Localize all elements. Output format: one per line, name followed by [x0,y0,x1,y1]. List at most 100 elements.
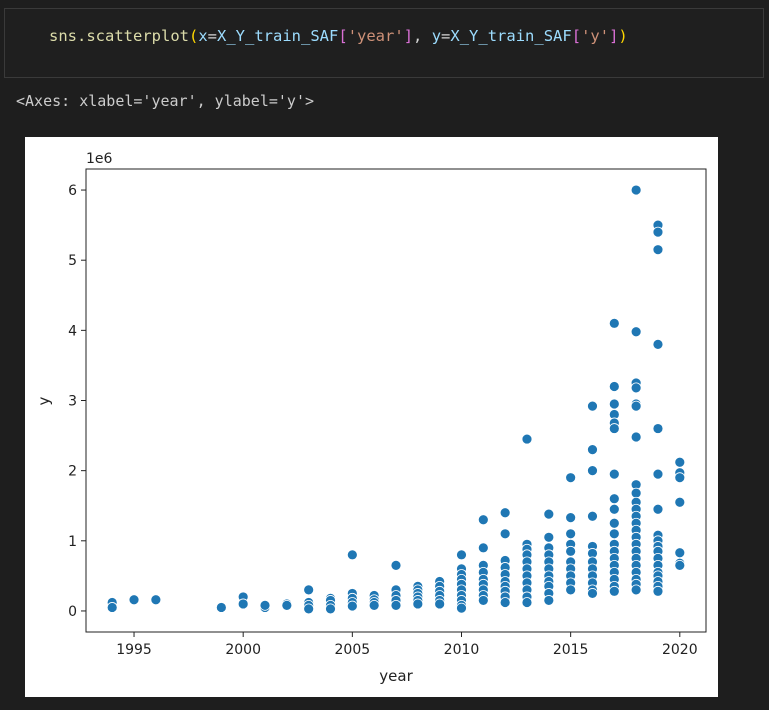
y-ticks: 0 1 2 3 4 5 6 [68,183,86,620]
scatter-point [587,400,598,412]
scatter-point [543,531,555,543]
scatter-point [652,585,664,597]
scatter-point [325,603,336,615]
scatter-point [674,472,686,484]
code-cell[interactable]: sns.scatterplot(x=X_Y_train_SAF['year'],… [4,8,764,78]
scatter-point [587,510,598,522]
scatter-point [587,444,598,456]
scatter-point [128,594,140,606]
scatter-point [674,496,686,508]
scatter-point [499,597,511,608]
scatter-point [477,542,489,554]
scatter-point [543,595,555,606]
scatter-point [652,503,664,515]
scatter-point [630,326,642,338]
scatter-point [608,317,620,329]
scatter-point [608,493,620,505]
scatter-point [412,598,424,610]
scatter-point [434,598,446,610]
scatter-point [303,603,315,615]
code-col-y: 'y' [581,27,610,45]
scatter-point [521,433,533,445]
scatter-point [630,400,642,412]
scatter-point [608,585,620,597]
plot-image: 1995 2000 2005 2010 2015 2020 0 1 2 3 4 5 6 1e6 yea… [25,137,718,697]
y-tick-label: 4 [68,323,77,339]
scatter-point [652,423,664,434]
scatter-point [456,549,467,561]
scatter-point [608,517,620,529]
x-tick-label: 2010 [444,642,480,658]
scatter-point [652,244,664,256]
code-arg-x-name: x [198,27,208,45]
scatter-point [608,381,620,392]
scatter-point [630,431,642,443]
x-tick-label: 2015 [553,642,589,658]
scatter-point [630,184,642,196]
x-tick-label: 1995 [116,642,152,658]
scatter-point [674,547,686,559]
scatter-point [477,514,489,526]
scatter-point [608,503,620,515]
cell-output-text: <Axes: xlabel='year', ylabel='y'> [16,92,315,110]
scatter-point [565,528,577,540]
scatter-point [608,468,620,480]
x-ticks: 1995 2000 2005 2010 2015 2020 [116,632,698,658]
y-tick-label: 6 [68,183,77,199]
scatter-point [630,584,642,596]
scatter-point [368,599,380,611]
scatter-point [630,487,642,499]
code-line: sns.scatterplot(x=X_Y_train_SAF['year'],… [49,27,628,45]
scatter-point [215,602,227,613]
y-tick-label: 1 [68,534,77,550]
scatter-point [346,600,358,612]
scatter-point [346,549,358,561]
code-function: sns.scatterplot [49,27,189,45]
points-layer [106,184,686,615]
scatter-point [237,598,249,610]
scatter-point [456,602,467,614]
scatter-point [630,382,642,394]
code-arg-y-name: y [431,27,442,45]
x-axis-label: year [379,667,413,685]
y-tick-label: 2 [68,464,77,480]
x-tick-label: 2000 [225,642,261,658]
scatter-point [652,338,664,350]
code-arg-x-var: X_Y_train_SAF [217,27,339,45]
x-tick-label: 2005 [335,642,371,658]
scatter-point [652,226,664,238]
scatter-point [521,597,533,608]
scatter-point [150,594,162,606]
code-arg-y-var: X_Y_train_SAF [450,27,572,45]
scatter-point [674,559,686,571]
scatter-point [674,456,686,468]
y-tick-label: 0 [68,604,77,620]
scatter-point [390,559,402,571]
scatter-point [608,398,620,410]
y-axis-label: y [35,396,53,405]
x-tick-label: 2020 [662,642,698,658]
plot-area [85,168,707,633]
scatter-point [303,584,315,596]
scatter-chart: 1995 2000 2005 2010 2015 2020 0 1 2 3 4 5 6 1e6 yea… [35,151,707,685]
scatter-point [543,508,555,520]
y-tick-label: 3 [68,394,77,410]
scatter-point [652,468,664,480]
scatter-point [565,584,577,596]
scatter-point [608,423,620,434]
scatter-point [477,595,489,606]
scatter-point [106,602,118,613]
scatter-point [565,472,577,484]
scatter-point [390,599,402,611]
scatter-point [259,599,271,611]
y-tick-label: 5 [68,253,77,269]
scatter-point [587,588,598,599]
scatter-point [565,512,577,524]
code-col-x: 'year' [347,27,404,45]
scatter-point [499,528,511,540]
scatter-point [608,528,620,540]
scatter-point [565,545,577,557]
scatter-point [499,507,511,519]
scatter-point [587,465,598,477]
y-offset-label: 1e6 [86,151,113,167]
